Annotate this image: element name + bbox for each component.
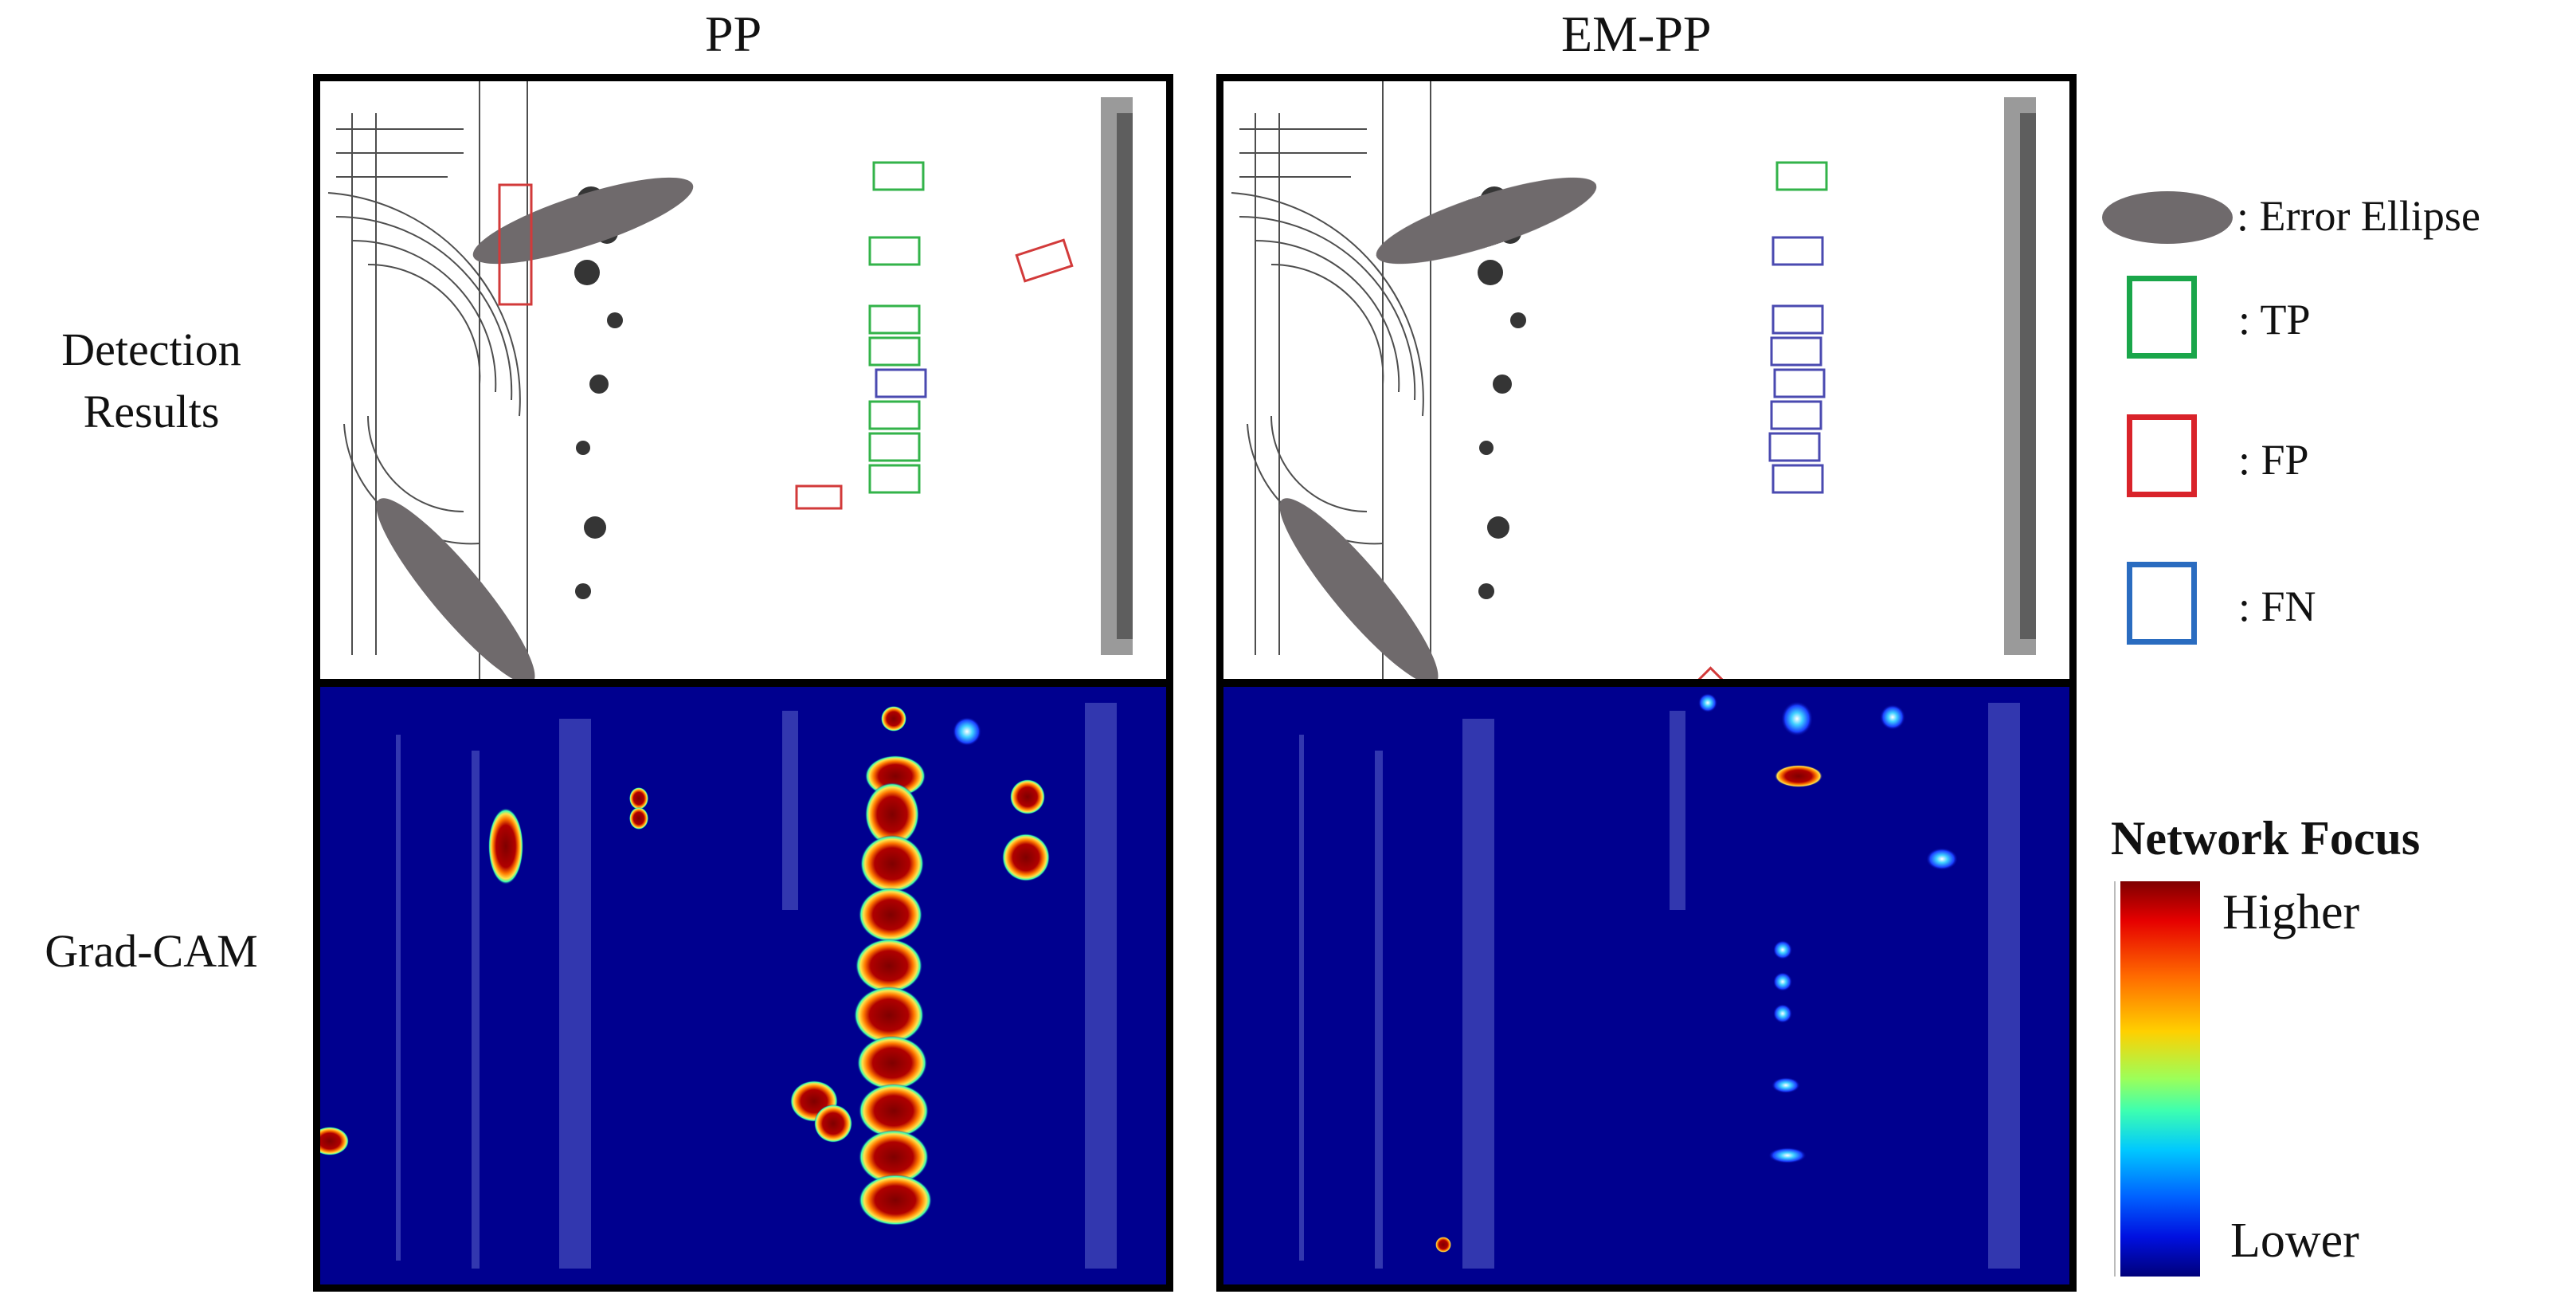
row-label-gradcam: Grad-CAM (45, 925, 258, 977)
column-title-em-pp: EM-PP (1561, 6, 1712, 62)
colorbar-title: Network Focus (2111, 812, 2421, 865)
colorbar-axis-line (2114, 881, 2116, 1277)
row-label-detection-line2: Results (83, 386, 220, 437)
em-pp-gradcam-panel (1216, 680, 2077, 1292)
legend-fn-box (2127, 562, 2197, 645)
colorbar-higher-label: Higher (2222, 885, 2360, 939)
colorbar (2120, 881, 2200, 1277)
em-pp-detection-image (1223, 81, 2069, 679)
legend-fn-label: : FN (2238, 582, 2316, 630)
error-ellipse-legend-icon (2102, 191, 2233, 244)
pp-detection-image (320, 81, 1166, 679)
pp-gradcam-image (320, 687, 1166, 1284)
pp-gradcam-panel (313, 680, 1173, 1292)
legend-error-ellipse-label: : Error Ellipse (2237, 192, 2480, 240)
row-label-detection-line1: Detection (61, 324, 241, 375)
colorbar-lower-label: Lower (2230, 1214, 2359, 1268)
column-title-pp: PP (705, 6, 762, 62)
legend-tp-box (2127, 276, 2197, 359)
em-pp-gradcam-image (1223, 687, 2069, 1284)
row-label-detection: Detection Results (0, 319, 303, 443)
legend-fp-label: : FP (2238, 436, 2309, 484)
em-pp-detection-panel (1216, 74, 2077, 686)
pp-detection-panel (313, 74, 1173, 686)
legend-tp-label: : TP (2238, 296, 2311, 343)
legend-fp-box (2127, 414, 2197, 497)
